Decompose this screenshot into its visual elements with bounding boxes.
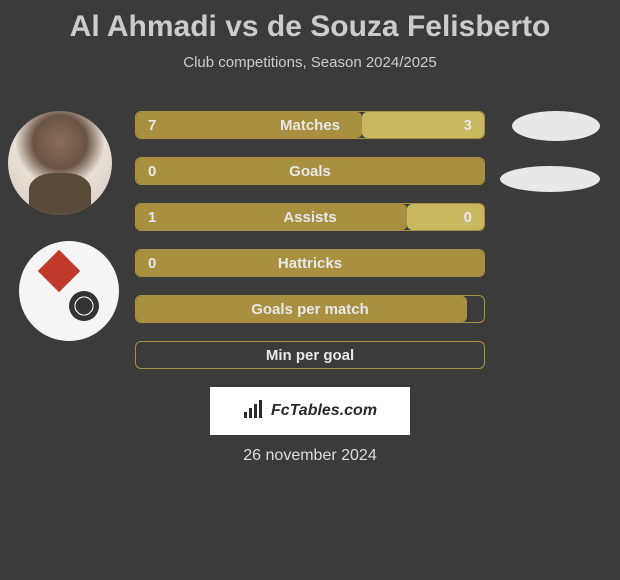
stat-bar-row: 0Hattricks — [135, 249, 485, 277]
stat-bar-row: 73Matches — [135, 111, 485, 139]
footer-brand-text: FcTables.com — [271, 402, 377, 420]
comparison-content: 73Matches 0Goals 10Assists 0Hattricks Goals … — [0, 111, 620, 369]
bar-label: Matches — [136, 112, 484, 138]
bar-label: Assists — [136, 204, 484, 230]
player-right-avatar-placeholder — [512, 111, 600, 141]
club-right-placeholder — [500, 166, 600, 192]
subtitle: Club competitions, Season 2024/2025 — [0, 54, 620, 71]
date-label: 26 november 2024 — [0, 447, 620, 465]
stats-bars: 73Matches 0Goals 10Assists 0Hattricks Goals … — [135, 111, 485, 369]
bar-label: Goals — [136, 158, 484, 184]
player-left-avatar — [8, 111, 112, 215]
stat-bar-row: 0Goals — [135, 157, 485, 185]
bar-label: Min per goal — [136, 342, 484, 368]
stat-bar-row: 10Assists — [135, 203, 485, 231]
club-badge-icon — [34, 256, 104, 326]
stat-bar-row: Goals per match — [135, 295, 485, 323]
page-title: Al Ahmadi vs de Souza Felisberto — [0, 0, 620, 44]
footer-brand-badge: FcTables.com — [210, 387, 410, 435]
chart-icon — [243, 400, 265, 423]
bar-label: Hattricks — [136, 250, 484, 276]
bar-label: Goals per match — [136, 296, 484, 322]
stat-bar-row: Min per goal — [135, 341, 485, 369]
club-badge-left — [19, 241, 119, 341]
